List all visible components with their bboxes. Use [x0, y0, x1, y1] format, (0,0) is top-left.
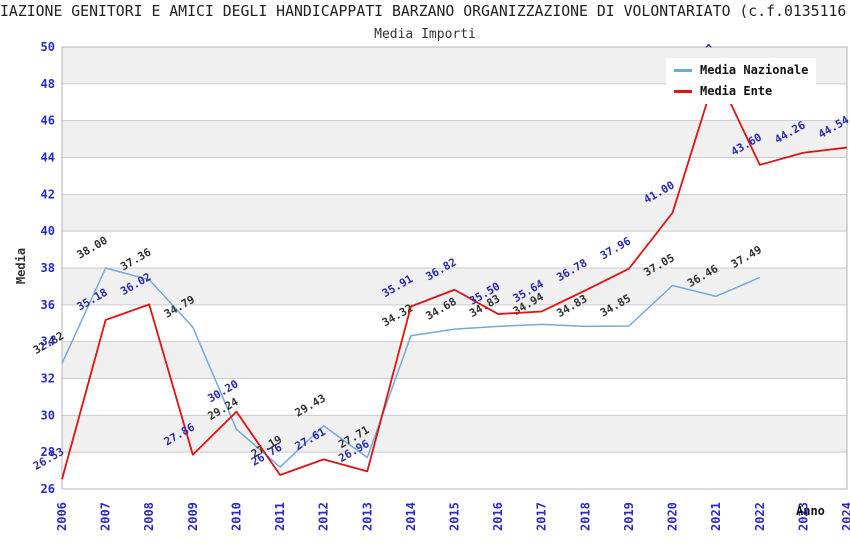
- y-tick-label: 50: [41, 40, 55, 54]
- y-tick-label: 42: [41, 187, 55, 201]
- plot-band: [62, 268, 847, 305]
- plot-band: [62, 157, 847, 195]
- clipped-peak-label-tip: ^: [705, 42, 713, 56]
- legend-item-media-ente: Media Ente: [674, 82, 808, 100]
- x-tick-label: 2016: [491, 502, 505, 531]
- y-tick-label: 32: [41, 372, 55, 386]
- series-line-media-nazionale: [61, 267, 761, 468]
- y-axis-title: Media: [14, 247, 28, 285]
- x-tick-label: 2012: [317, 502, 331, 531]
- x-tick-label: 2011: [273, 502, 287, 531]
- y-tick-label: 36: [41, 298, 55, 312]
- plot-band: [62, 452, 847, 489]
- x-tick-label: 2022: [753, 502, 767, 531]
- x-tick-label: 2017: [535, 502, 549, 531]
- plot-band: [62, 341, 847, 379]
- x-tick-label: 2015: [448, 502, 462, 531]
- x-tick-label: 2008: [142, 502, 156, 531]
- y-tick-label: 26: [41, 482, 55, 496]
- plot-band: [62, 415, 847, 453]
- legend: Media Nazionale Media Ente: [666, 58, 817, 104]
- plot-band: [62, 194, 847, 232]
- plot-band: [62, 120, 847, 158]
- plot-band: [62, 304, 847, 342]
- y-tick-label: 30: [41, 408, 55, 422]
- x-tick-label: 2009: [186, 502, 200, 531]
- legend-label-nazionale: Media Nazionale: [700, 63, 809, 77]
- x-tick-label: 2010: [229, 502, 243, 531]
- x-tick-label: 2020: [666, 502, 680, 531]
- y-tick-label: 38: [41, 261, 55, 275]
- x-tick-label: 2006: [55, 502, 69, 531]
- y-tick-label: 34: [41, 335, 55, 349]
- y-tick-label: 46: [41, 114, 55, 128]
- legend-swatch-ente-icon: [674, 89, 692, 93]
- x-tick-label: 2014: [404, 502, 418, 531]
- y-tick-label: 48: [41, 77, 55, 91]
- plot-band: [62, 378, 847, 416]
- x-tick-label: 2013: [360, 502, 374, 531]
- chart-title: IAZIONE GENITORI E AMICI DEGLI HANDICAPP…: [0, 3, 847, 20]
- x-tick-label: 2023: [796, 502, 810, 531]
- plot-band: [62, 231, 847, 268]
- x-tick-label: 2021: [709, 502, 723, 531]
- x-tick-label: 2007: [99, 502, 113, 531]
- y-tick-label: 28: [41, 445, 55, 459]
- x-tick-label: 2018: [578, 502, 592, 531]
- x-axis-title: Anno: [796, 504, 825, 518]
- legend-item-media-nazionale: Media Nazionale: [674, 61, 808, 79]
- plot-border: [61, 46, 848, 490]
- legend-swatch-nazionale-icon: [674, 68, 692, 72]
- legend-label-ente: Media Ente: [700, 84, 773, 98]
- y-tick-label: 40: [41, 224, 55, 238]
- chart-subtitle: Media Importi: [374, 27, 476, 42]
- x-tick-label: 2019: [622, 502, 636, 531]
- y-tick-label: 44: [41, 151, 55, 165]
- x-tick-label: 2024: [840, 502, 850, 531]
